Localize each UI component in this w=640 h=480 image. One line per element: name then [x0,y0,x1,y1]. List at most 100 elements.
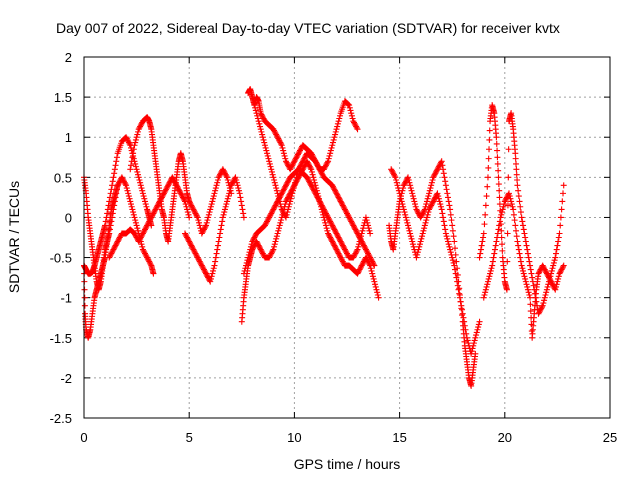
data-point [270,206,277,213]
data-point [261,142,268,149]
data-point [264,218,271,225]
data-point [348,110,355,117]
data-point [131,230,138,237]
data-point [225,193,232,200]
data-point [551,257,558,264]
data-point [286,201,293,208]
data-point [213,182,220,189]
data-point [339,202,346,209]
data-point [341,205,348,212]
data-point [146,258,153,265]
data-point [221,206,228,213]
data-point [496,222,503,229]
data-point [243,262,250,269]
data-point [216,172,223,179]
data-point [208,201,215,208]
data-point [203,222,210,229]
data-point [485,275,492,282]
data-point [476,318,483,325]
data-point [258,111,265,118]
data-point [388,167,395,174]
data-point [132,160,139,167]
data-point [520,267,527,274]
data-point [495,181,502,188]
data-point [446,243,453,250]
data-point [463,330,470,337]
data-point [273,233,280,240]
data-point [327,147,334,154]
data-point [285,206,292,213]
data-point [508,198,515,205]
data-point [279,144,286,151]
data-point [214,179,221,186]
data-point [282,213,289,220]
data-point [252,107,259,114]
data-point [263,147,270,154]
data-point [501,201,508,208]
data-point [557,214,564,221]
data-point [146,218,153,225]
data-point [329,222,336,229]
data-point [333,246,340,253]
data-point [506,193,513,200]
data-point [449,257,456,264]
y-tick-label: -0.5 [50,251,72,266]
data-point [557,269,564,276]
data-point [219,214,226,221]
data-point [143,223,150,230]
data-point [503,286,510,293]
data-point [265,215,272,222]
data-point [444,190,451,197]
data-point [311,177,318,184]
data-point [334,249,341,256]
data-point [352,250,359,257]
data-point [109,247,116,254]
data-point [202,269,209,276]
data-point [124,187,131,194]
data-point [390,170,397,177]
data-point [490,254,497,261]
data-point [339,242,346,249]
data-point [107,190,114,197]
data-point [428,201,435,208]
data-point [322,209,329,216]
data-point [222,203,229,210]
data-point [140,193,147,200]
data-point [138,241,145,248]
data-point [281,185,288,192]
data-point [470,340,477,347]
data-point [308,182,315,189]
data-point [323,160,330,167]
data-point [260,136,267,143]
data-point [353,249,360,256]
data-point [484,174,491,181]
data-point [442,230,449,237]
data-point [548,267,555,274]
data-point [443,186,450,193]
data-point [150,210,157,217]
data-point [271,243,278,250]
data-point [285,178,292,185]
data-point [116,235,123,242]
data-point [527,294,534,301]
data-point [149,213,156,220]
data-point [543,286,550,293]
data-point [161,189,168,196]
data-point [407,233,414,240]
data-point [336,237,343,244]
data-point [289,190,296,197]
data-point [136,124,143,131]
data-point [285,177,292,184]
data-point [133,222,140,229]
data-point [393,177,400,184]
data-point [441,222,448,229]
data-point [291,182,298,189]
data-point [211,190,218,197]
data-point [456,294,463,301]
data-point [332,187,339,194]
data-point [196,222,203,229]
data-point [259,249,266,256]
data-point [234,182,241,189]
data-point [327,219,334,226]
